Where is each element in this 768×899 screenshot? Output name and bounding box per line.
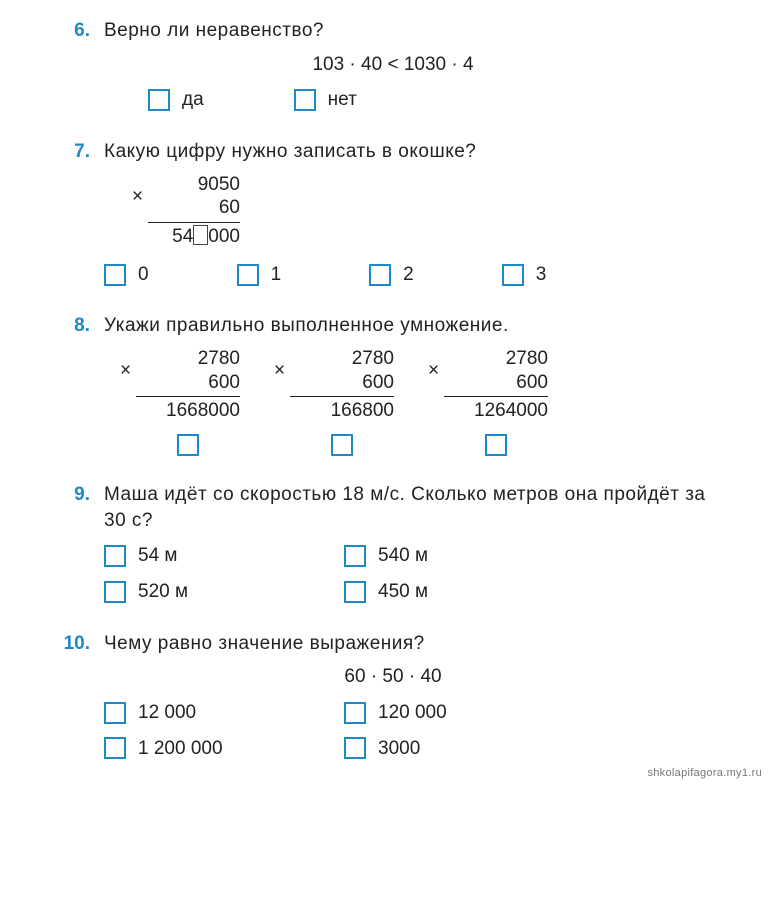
multiplicand: 2780 — [506, 348, 548, 369]
question-number: 6. — [58, 18, 104, 44]
option-label: нет — [328, 87, 357, 113]
option-label: да — [182, 87, 204, 113]
option-label: 540 м — [378, 543, 428, 569]
footer-watermark: shkolapifagora.my1.ru — [647, 766, 762, 781]
problem-7: 7. Какую цифру нужно записать в окошке? … — [58, 139, 728, 287]
option-yes[interactable]: да — [148, 87, 204, 113]
question-text: Какую цифру нужно записать в окошке? — [104, 139, 728, 165]
stem: 8. Укажи правильно выполненное умножение… — [58, 313, 728, 339]
result: 1264000 — [444, 396, 548, 423]
checkbox-icon[interactable] — [104, 581, 126, 603]
stem: 6. Верно ли неравенство? — [58, 18, 728, 44]
checkbox-icon[interactable] — [294, 89, 316, 111]
option-label: 3 — [536, 262, 547, 288]
result: 166800 — [290, 396, 394, 423]
times-icon: × — [428, 359, 439, 383]
option-no[interactable]: нет — [294, 87, 357, 113]
multiplier: 60 — [148, 196, 240, 220]
question-number: 9. — [58, 482, 104, 508]
mult-option-a: ×2780 600 1668000 — [136, 347, 240, 456]
result-left: 54 — [172, 226, 193, 247]
question-number: 7. — [58, 139, 104, 165]
expression: 60 · 50 · 40 — [58, 664, 728, 690]
option-1[interactable]: 1 — [237, 262, 282, 288]
multiplier: 600 — [290, 371, 394, 395]
option-label: 2 — [403, 262, 414, 288]
result-right: 000 — [208, 226, 240, 247]
option-label: 1 — [271, 262, 282, 288]
question-text: Маша идёт со скоростью 18 м/с. Сколько м… — [104, 482, 728, 533]
times-icon: × — [120, 359, 131, 383]
option-2[interactable]: 2 — [369, 262, 414, 288]
problem-8: 8. Укажи правильно выполненное умножение… — [58, 313, 728, 456]
stem: 10. Чему равно значение выражения? — [58, 631, 728, 657]
checkbox-icon[interactable] — [344, 581, 366, 603]
times-icon: × — [132, 185, 143, 209]
result: 1668000 — [136, 396, 240, 423]
option-label: 0 — [138, 262, 149, 288]
blank-box-icon — [193, 225, 208, 245]
checkbox-icon[interactable] — [104, 737, 126, 759]
option-d[interactable]: 3000 — [344, 736, 584, 762]
checkbox-icon[interactable] — [344, 545, 366, 567]
multiplier: 600 — [444, 371, 548, 395]
checkbox-icon[interactable] — [104, 702, 126, 724]
multiplicand: 9050 — [198, 174, 240, 195]
option-b[interactable]: 120 000 — [344, 700, 584, 726]
checkbox-icon[interactable] — [344, 737, 366, 759]
checkbox-icon[interactable] — [485, 434, 507, 456]
option-label: 120 000 — [378, 700, 447, 726]
option-0[interactable]: 0 — [104, 262, 149, 288]
question-text: Чему равно значение выражения? — [104, 631, 728, 657]
option-c[interactable]: 520 м — [104, 579, 344, 605]
multiplicand: 2780 — [198, 348, 240, 369]
stem: 9. Маша идёт со скоростью 18 м/с. Скольк… — [58, 482, 728, 533]
option-a[interactable]: 54 м — [104, 543, 344, 569]
problem-6: 6. Верно ли неравенство? 103 · 40 < 1030… — [58, 18, 728, 113]
checkbox-icon[interactable] — [104, 264, 126, 286]
option-label: 3000 — [378, 736, 420, 762]
result-row: 54 000 — [148, 222, 240, 249]
checkbox-icon[interactable] — [177, 434, 199, 456]
mult-option-b: ×2780 600 166800 — [290, 347, 394, 456]
stem: 7. Какую цифру нужно записать в окошке? — [58, 139, 728, 165]
option-a[interactable]: 12 000 — [104, 700, 344, 726]
question-text: Верно ли неравенство? — [104, 18, 728, 44]
long-mult-block: ×9050 60 54000 — [148, 173, 728, 250]
checkbox-icon[interactable] — [104, 545, 126, 567]
option-b[interactable]: 540 м — [344, 543, 584, 569]
option-d[interactable]: 450 м — [344, 579, 584, 605]
checkbox-icon[interactable] — [502, 264, 524, 286]
problem-9: 9. Маша идёт со скоростью 18 м/с. Скольк… — [58, 482, 728, 605]
checkbox-icon[interactable] — [369, 264, 391, 286]
multiplier: 600 — [136, 371, 240, 395]
option-label: 54 м — [138, 543, 177, 569]
options-row: да нет — [148, 87, 728, 113]
mult-option-c: ×2780 600 1264000 — [444, 347, 548, 456]
question-number: 10. — [58, 631, 104, 657]
option-label: 520 м — [138, 579, 188, 605]
options-grid: 54 м 540 м 520 м 450 м — [104, 543, 728, 604]
checkbox-icon[interactable] — [344, 702, 366, 724]
expression: 103 · 40 < 1030 · 4 — [58, 52, 728, 78]
mult-options-row: ×2780 600 1668000 ×2780 600 166800 ×2780… — [136, 347, 728, 456]
option-3[interactable]: 3 — [502, 262, 547, 288]
times-icon: × — [274, 359, 285, 383]
options-row: 0 1 2 3 — [104, 262, 728, 288]
question-text: Укажи правильно выполненное умножение. — [104, 313, 728, 339]
checkbox-icon[interactable] — [148, 89, 170, 111]
option-c[interactable]: 1 200 000 — [104, 736, 344, 762]
option-label: 1 200 000 — [138, 736, 223, 762]
question-number: 8. — [58, 313, 104, 339]
option-label: 450 м — [378, 579, 428, 605]
checkbox-icon[interactable] — [237, 264, 259, 286]
multiplicand: 2780 — [352, 348, 394, 369]
checkbox-icon[interactable] — [331, 434, 353, 456]
problem-10: 10. Чему равно значение выражения? 60 · … — [58, 631, 728, 762]
option-label: 12 000 — [138, 700, 196, 726]
options-grid: 12 000 120 000 1 200 000 3000 — [104, 700, 728, 761]
